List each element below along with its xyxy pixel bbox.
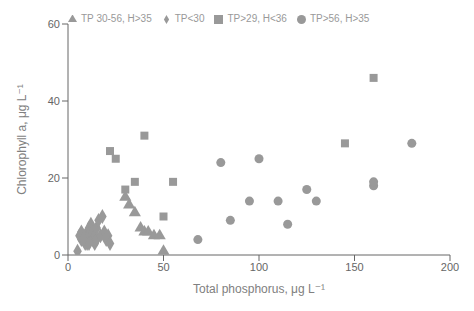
- svg-text:50: 50: [157, 261, 169, 273]
- svg-text:Chlorophyll a, μg L⁻¹: Chlorophyll a, μg L⁻¹: [15, 84, 29, 195]
- svg-text:60: 60: [48, 18, 60, 30]
- svg-text:20: 20: [48, 172, 60, 184]
- svg-text:0: 0: [65, 261, 71, 273]
- svg-text:200: 200: [441, 261, 459, 273]
- html-text:TP>29, H<36: TP>29, H<36: [227, 13, 287, 24]
- svg-text:150: 150: [345, 261, 363, 273]
- svg-text:0: 0: [54, 249, 60, 261]
- html-text:TP>56, H>35: TP>56, H>35: [309, 13, 370, 24]
- html-text:TP 30-56, H>35: TP 30-56, H>35: [81, 13, 152, 24]
- svg-text:100: 100: [250, 261, 268, 273]
- svg-text:40: 40: [48, 95, 60, 107]
- html-text:TP<30: TP<30: [174, 13, 205, 24]
- svg-text:Total phosphorus, μg L⁻¹: Total phosphorus, μg L⁻¹: [193, 282, 325, 296]
